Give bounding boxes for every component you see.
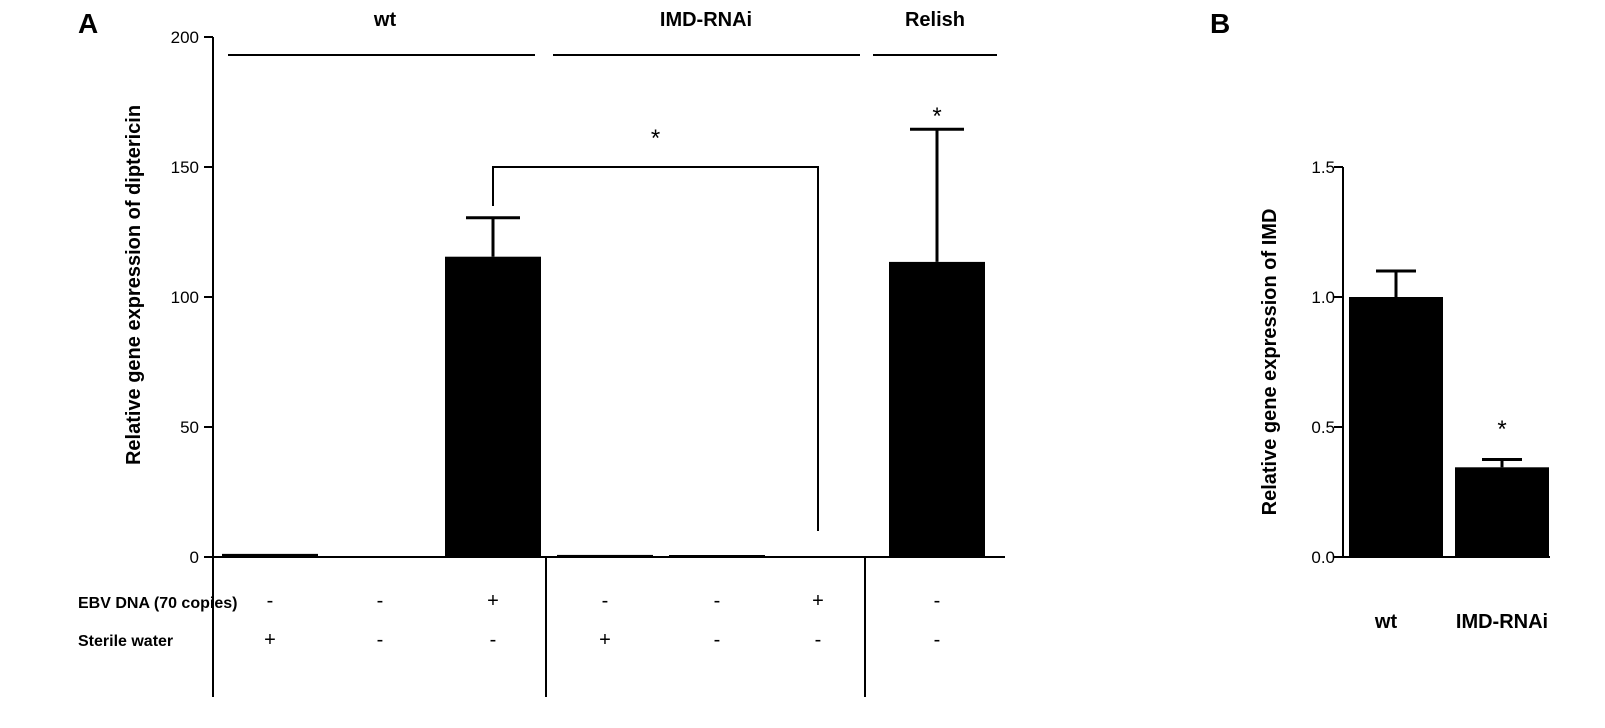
y-tick-label: 50: [180, 418, 199, 437]
bar: [770, 556, 866, 557]
ebv-sign: -: [267, 590, 274, 612]
water-sign: -: [934, 629, 941, 651]
panel-b-chart: 0.0 0.5 1.0 1.5 Relative gene expression of …: [1259, 158, 1550, 633]
bar: [669, 555, 765, 557]
bar: [889, 261, 985, 557]
x-tick-label: wt: [1374, 611, 1398, 633]
water-sign: -: [714, 629, 721, 651]
water-sign: +: [264, 629, 276, 651]
significance-bracket: [492, 166, 819, 531]
bar: [557, 554, 653, 557]
y-tick-label: 0: [190, 548, 199, 567]
ebv-sign: -: [602, 590, 609, 612]
y-tick-label: 1.0: [1311, 288, 1335, 307]
y-tick-label: 1.5: [1311, 158, 1335, 177]
significance-star: *: [1497, 416, 1506, 443]
bar: [1455, 467, 1549, 557]
ebv-sign: -: [714, 590, 721, 612]
y-tick-label: 100: [171, 288, 199, 307]
bar: [332, 556, 428, 557]
bar: [1349, 297, 1443, 557]
water-sign: -: [490, 629, 497, 651]
group-label: Relish: [905, 9, 965, 31]
x-tick-label: IMD-RNAi: [1456, 611, 1548, 633]
significance-star: *: [932, 103, 941, 130]
y-axis-title: Relative gene expression of diptericin: [123, 105, 145, 465]
significance-star: *: [651, 125, 660, 152]
group-label: IMD-RNAi: [660, 9, 752, 31]
panel-a-chart: 0 50 100 150 200 Relative gene expression of …: [78, 9, 1005, 697]
ebv-sign: +: [812, 590, 824, 612]
ebv-sign: -: [377, 590, 384, 612]
water-sign: +: [599, 629, 611, 651]
bar: [445, 256, 541, 557]
panel-b-label: B: [1210, 8, 1230, 39]
y-axis-title: Relative gene expression of IMD: [1259, 209, 1281, 516]
y-tick-label: 0.0: [1311, 548, 1335, 567]
water-sign: -: [377, 629, 384, 651]
y-tick-label: 200: [171, 28, 199, 47]
ebv-sign: +: [487, 590, 499, 612]
bar: [222, 553, 318, 557]
y-tick-label: 150: [171, 158, 199, 177]
water-sign: -: [815, 629, 822, 651]
panel-a-label: A: [78, 8, 98, 39]
group-label: wt: [373, 9, 397, 31]
y-tick-label: 0.5: [1311, 418, 1335, 437]
row-label: Sterile water: [78, 633, 173, 650]
row-label: EBV DNA (70 copies): [78, 595, 237, 612]
ebv-sign: -: [934, 590, 941, 612]
